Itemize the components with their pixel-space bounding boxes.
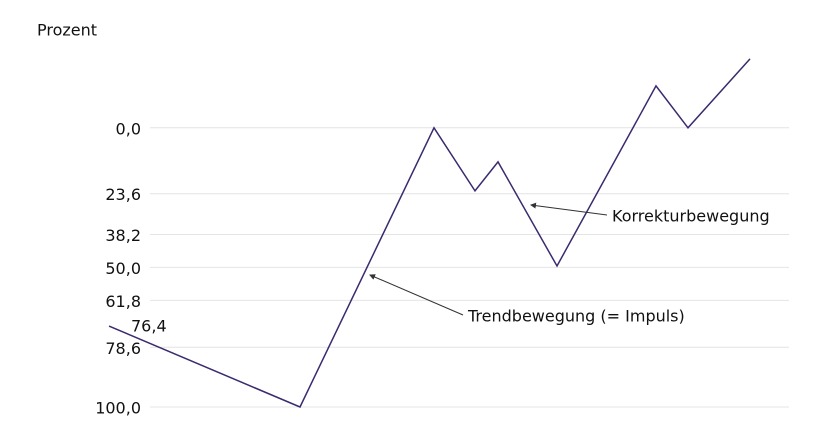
y-tick-label: 50,0: [105, 259, 141, 278]
annotation: 76,4: [131, 317, 167, 336]
y-tick-label: 38,2: [105, 226, 141, 245]
annotation-arrow: [530, 202, 608, 216]
annotation: Trendbewegung (= Impuls): [467, 307, 685, 326]
y-tick-label: 61,8: [105, 292, 141, 311]
y-axis-label: Prozent: [37, 21, 97, 40]
y-tick-label: 100,0: [95, 399, 141, 418]
y-tick-label: 78,6: [105, 339, 141, 358]
annotation: Korrekturbewegung: [612, 207, 770, 226]
line: [108, 58, 751, 408]
y-tick-label: 0,0: [116, 119, 141, 138]
annotation-arrow: [369, 274, 464, 316]
y-tick-label: 23,6: [105, 185, 141, 204]
